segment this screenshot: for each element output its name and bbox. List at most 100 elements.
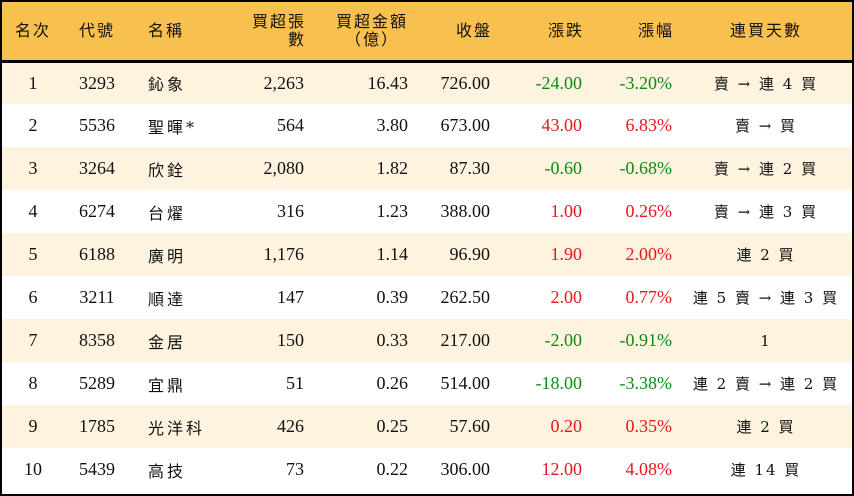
table-row: 9 1785 光洋科 426 0.25 57.60 0.20 0.35% 連 2…	[2, 405, 852, 448]
table-row: 3 3264 欣銓 2,080 1.82 87.30 -0.60 -0.68% …	[2, 147, 852, 190]
amount-cell: 0.39	[376, 287, 409, 307]
table-row: 2 5536 聖暉* 564 3.80 673.00 43.00 6.83% 賣…	[2, 104, 852, 147]
streak-cell: 賣 → 買	[734, 117, 798, 135]
lots-cell: 147	[277, 287, 304, 307]
streak-cell: 連 2 賣 → 連 2 買	[692, 375, 840, 393]
lots-cell: 73	[286, 459, 304, 479]
close-cell: 306.00	[440, 459, 491, 479]
name-cell: 欣銓	[148, 160, 187, 180]
header-net-buy-amount: 買超金額 （億）	[312, 2, 416, 63]
table-row: 1 3293 鈊象 2,263 16.43 726.00 -24.00 -3.2…	[2, 61, 852, 104]
streak-cell: 連 2 買	[736, 418, 796, 436]
change-cell: 12.00	[541, 459, 583, 479]
name-cell: 宜鼎	[148, 375, 187, 395]
code-cell: 6188	[79, 244, 115, 264]
change-cell: -2.00	[544, 330, 583, 350]
close-cell: 57.60	[449, 416, 491, 436]
header-code: 代號	[64, 2, 130, 63]
streak-cell: 1	[760, 331, 772, 350]
close-cell: 726.00	[440, 72, 491, 93]
header-close: 收盤	[416, 2, 498, 63]
code-cell: 5536	[79, 115, 115, 135]
name-cell: 金居	[148, 332, 187, 352]
rank-cell: 9	[28, 416, 38, 436]
change-pct-cell: 0.77%	[625, 287, 673, 307]
change-cell: 43.00	[541, 115, 583, 135]
name-cell: 高技	[148, 461, 187, 481]
name-cell: 廣明	[148, 246, 187, 266]
amount-cell: 0.26	[376, 373, 409, 393]
lots-cell: 150	[277, 330, 304, 350]
lots-cell: 1,176	[263, 244, 305, 264]
close-cell: 673.00	[440, 115, 491, 135]
change-cell: 1.90	[550, 244, 583, 264]
streak-cell: 連 2 買	[736, 246, 796, 264]
header-rank: 名次	[2, 2, 64, 63]
change-pct-cell: 6.83%	[625, 115, 673, 135]
rank-cell: 5	[28, 244, 38, 264]
rank-cell: 8	[28, 373, 38, 393]
code-cell: 6274	[79, 201, 115, 221]
streak-cell: 連 5 賣 → 連 3 買	[692, 289, 840, 307]
change-pct-cell: 0.26%	[625, 201, 673, 221]
amount-cell: 0.25	[376, 416, 409, 436]
amount-cell: 1.23	[376, 201, 409, 221]
name-cell: 鈊象	[148, 75, 187, 95]
code-cell: 8358	[79, 330, 115, 350]
rank-cell: 10	[24, 459, 42, 479]
code-cell: 5289	[79, 373, 115, 393]
lots-cell: 316	[277, 201, 304, 221]
change-pct-cell: -3.20%	[619, 72, 673, 93]
name-cell: 台燿	[148, 203, 187, 223]
table-row: 6 3211 順達 147 0.39 262.50 2.00 0.77% 連 5…	[2, 276, 852, 319]
lots-cell: 564	[277, 115, 304, 135]
table-row: 4 6274 台燿 316 1.23 388.00 1.00 0.26% 賣 →…	[2, 190, 852, 233]
table-row: 8 5289 宜鼎 51 0.26 514.00 -18.00 -3.38% 連…	[2, 362, 852, 405]
rank-cell: 7	[28, 330, 38, 350]
close-cell: 87.30	[449, 158, 491, 178]
table-row: 5 6188 廣明 1,176 1.14 96.90 1.90 2.00% 連 …	[2, 233, 852, 276]
table-row: 7 8358 金居 150 0.33 217.00 -2.00 -0.91% 1	[2, 319, 852, 362]
change-pct-cell: -3.38%	[619, 373, 673, 393]
amount-cell: 0.22	[376, 459, 409, 479]
rank-cell: 4	[28, 201, 38, 221]
header-net-buy-amount-line1: 買超金額	[335, 11, 408, 31]
lots-cell: 2,080	[263, 158, 305, 178]
code-cell: 3264	[79, 158, 115, 178]
amount-cell: 0.33	[376, 330, 409, 350]
rank-cell: 2	[28, 115, 38, 135]
amount-cell: 1.14	[376, 244, 409, 264]
close-cell: 217.00	[440, 330, 491, 350]
close-cell: 388.00	[440, 201, 491, 221]
header-change-pct: 漲幅	[590, 2, 680, 63]
change-cell: 0.20	[550, 416, 583, 436]
header-net-buy-amount-line2: （億）	[344, 29, 399, 49]
rank-cell: 3	[28, 158, 38, 178]
lots-cell: 2,263	[263, 72, 305, 93]
code-cell: 3211	[79, 287, 115, 307]
close-cell: 262.50	[440, 287, 491, 307]
header-consecutive-days: 連買天數	[680, 2, 852, 63]
code-cell: 1785	[79, 416, 115, 436]
rank-cell: 1	[28, 72, 38, 93]
change-cell: 2.00	[550, 287, 583, 307]
change-cell: -18.00	[535, 373, 583, 393]
streak-cell: 賣 → 連 4 買	[713, 74, 819, 93]
change-cell: 1.00	[550, 201, 583, 221]
lots-cell: 426	[277, 416, 304, 436]
change-pct-cell: 2.00%	[625, 244, 673, 264]
header-name: 名稱	[130, 2, 230, 63]
change-pct-cell: 4.08%	[625, 459, 673, 479]
close-cell: 96.90	[449, 244, 491, 264]
streak-cell: 賣 → 連 2 買	[713, 160, 819, 178]
header-row: 名次 代號 名稱 買超張數 買超金額 （億） 收盤 漲跌 漲幅 連買天數	[2, 2, 852, 63]
name-cell: 光洋科	[148, 418, 206, 438]
header-net-buy-lots: 買超張數	[230, 2, 312, 63]
amount-cell: 1.82	[376, 158, 409, 178]
header-change: 漲跌	[498, 2, 590, 63]
rank-cell: 6	[28, 287, 38, 307]
code-cell: 5439	[79, 459, 115, 479]
table-row: 10 5439 高技 73 0.22 306.00 12.00 4.08% 連 …	[2, 448, 852, 491]
